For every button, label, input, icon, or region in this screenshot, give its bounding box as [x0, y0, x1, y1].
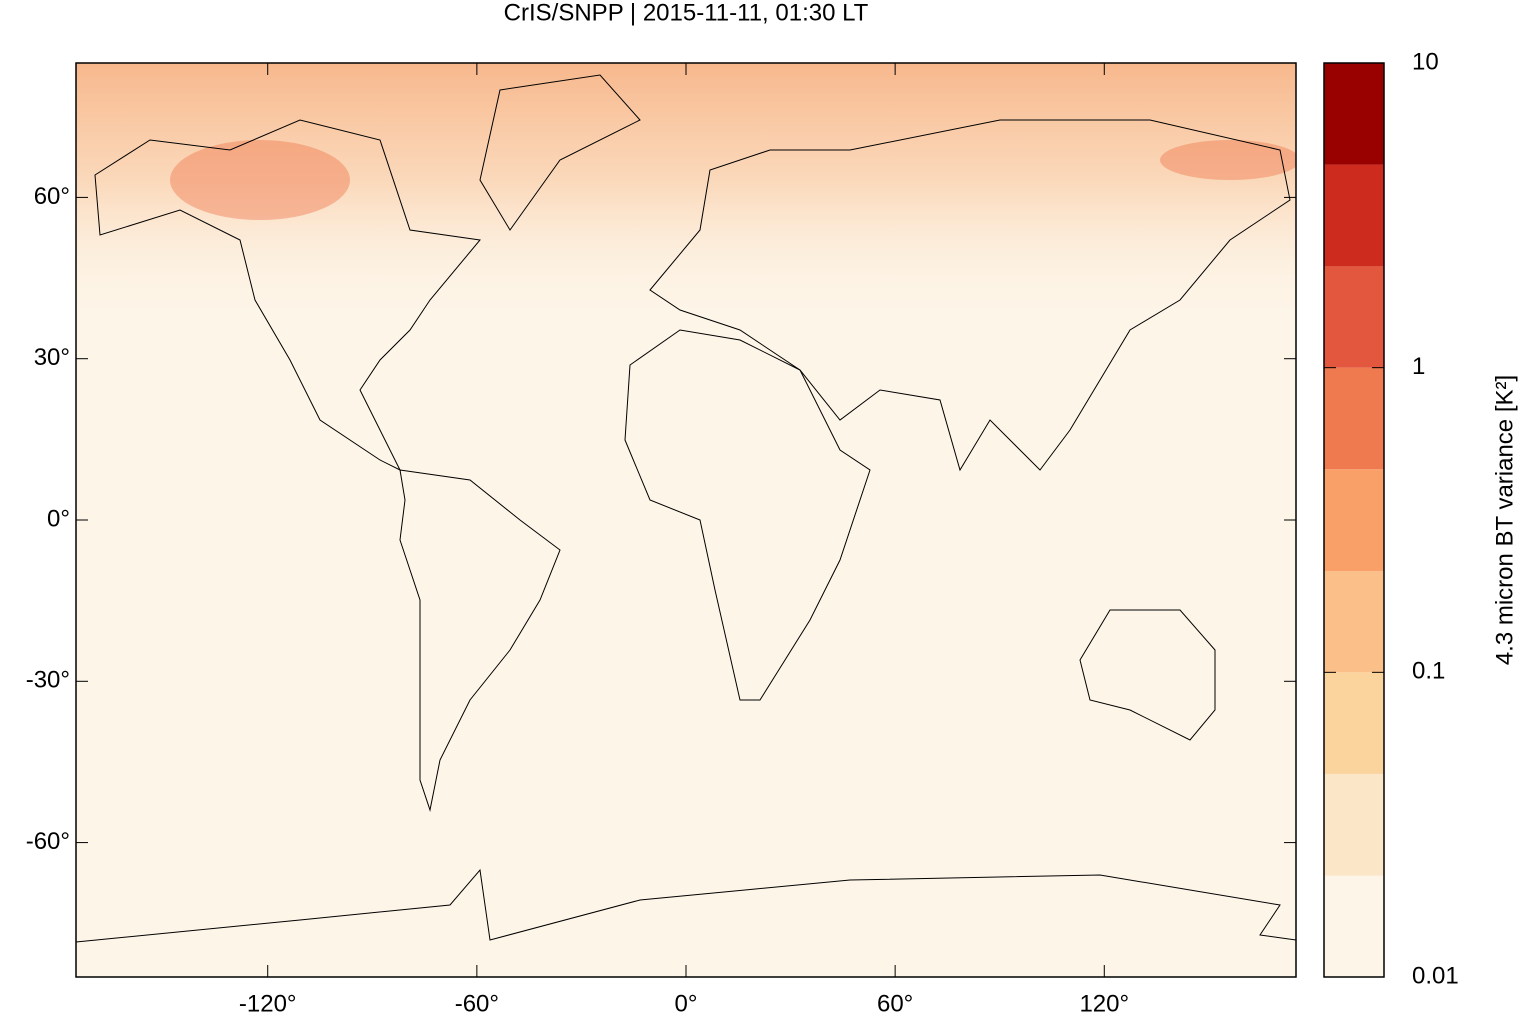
colorbar-band — [1324, 571, 1384, 673]
x-tick-label: 0° — [675, 990, 698, 1017]
colorbar-tick-label: 10 — [1412, 48, 1439, 75]
x-tick-label: -60° — [455, 990, 499, 1017]
y-tick-label: 30° — [34, 344, 70, 371]
y-tick-label: -30° — [26, 667, 70, 694]
colorbar-band — [1324, 773, 1384, 876]
colorbar-band — [1324, 875, 1384, 977]
coastline — [479, 74, 641, 231]
coastline — [399, 469, 561, 812]
map-field — [76, 63, 1296, 977]
x-tick-label: 120° — [1079, 990, 1129, 1017]
colorbar-tick-label: 0.1 — [1412, 658, 1445, 685]
y-tick-label: 60° — [34, 183, 70, 210]
colorbar-band — [1324, 469, 1384, 572]
colorbar-band — [1324, 164, 1384, 267]
colorbar-band — [1324, 367, 1384, 470]
colorbar-label: 4.3 micron BT variance [K²] — [1491, 375, 1518, 665]
x-tick-label: 60° — [877, 990, 913, 1017]
colorbar-band — [1324, 63, 1384, 165]
y-tick-label: -60° — [26, 828, 70, 855]
colorbar-tick-label: 0.01 — [1412, 962, 1459, 989]
high-variance-region — [170, 140, 350, 220]
high-variance-region — [76, 63, 1296, 323]
coastline — [624, 329, 871, 701]
x-tick-label: -120° — [239, 990, 297, 1017]
y-tick-label: 0° — [47, 505, 70, 532]
colorbar-band — [1324, 266, 1384, 368]
coastlines — [76, 74, 1296, 943]
coastline — [649, 119, 1291, 472]
coastline — [1079, 609, 1216, 741]
coastline — [76, 868, 1296, 943]
high-variance-region — [1160, 140, 1296, 180]
chart-title: CrIS/SNPP | 2015-11-11, 01:30 LT — [504, 0, 869, 26]
coastline — [94, 119, 481, 472]
colorbar-band — [1324, 672, 1384, 774]
colorbar-tick-label: 1 — [1412, 353, 1425, 380]
colorbar-frame — [1323, 62, 1385, 978]
